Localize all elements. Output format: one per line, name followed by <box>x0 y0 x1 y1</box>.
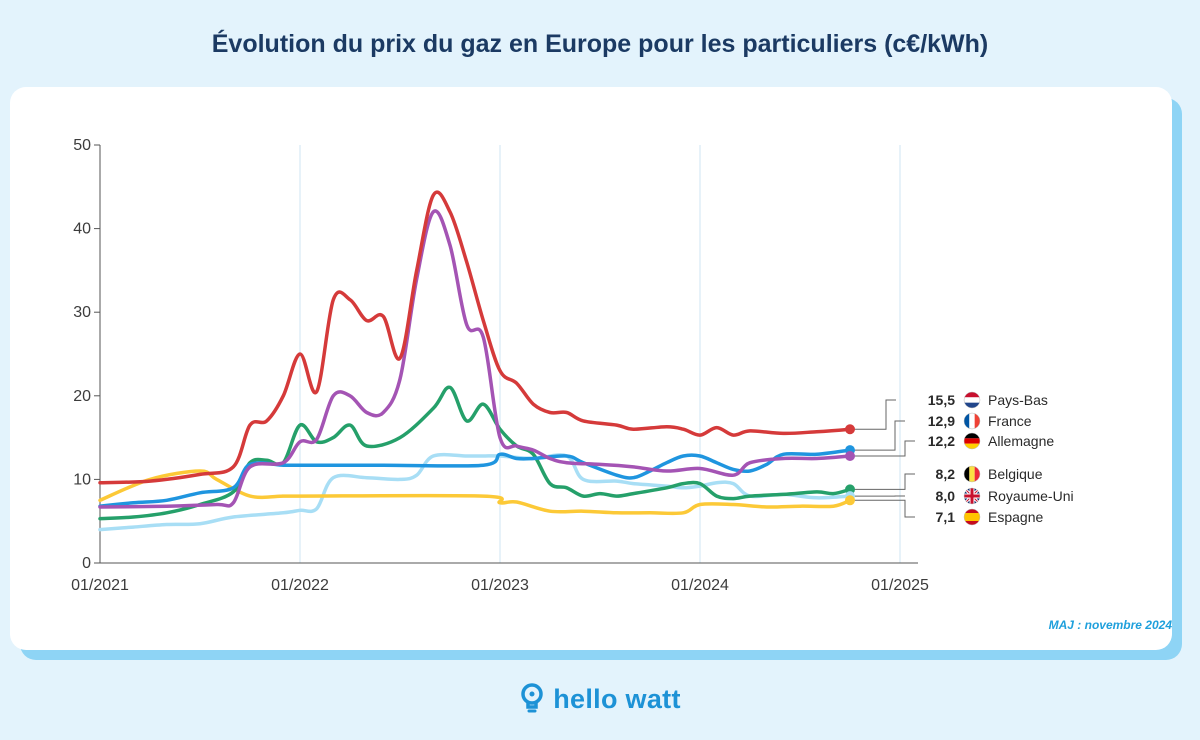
series-line-Espagne <box>98 469 852 516</box>
brand-name: hello watt <box>553 683 681 714</box>
legend-connector <box>850 420 905 451</box>
x-tick-label: 01/2023 <box>471 577 529 594</box>
x-tick-label: 01/2025 <box>871 577 929 594</box>
legend-value: 7,1 <box>936 509 956 525</box>
legend-label: France <box>988 413 1032 429</box>
series-line-Pays-Bas <box>98 190 852 485</box>
y-tick-label: 0 <box>82 555 91 572</box>
brand-logo[interactable]: hello watt <box>0 682 1200 716</box>
united-kingdom-flag-icon <box>963 487 981 505</box>
y-tick-label: 40 <box>73 221 91 238</box>
legend-value: 8,2 <box>936 466 956 482</box>
x-tick-label: 01/2021 <box>71 577 129 594</box>
legend-connector <box>850 473 915 490</box>
france-flag-icon <box>963 412 981 430</box>
x-tick-label: 01/2024 <box>671 577 729 594</box>
chart-title: Évolution du prix du gaz en Europe pour … <box>211 30 989 58</box>
legend-label: Allemagne <box>988 433 1054 449</box>
spain-flag-icon <box>963 508 981 526</box>
netherlands-flag-icon <box>963 391 981 409</box>
chart-card <box>10 87 1172 650</box>
belgium-flag-icon <box>963 465 981 483</box>
legend-label: Pays-Bas <box>988 392 1048 408</box>
legend-value: 15,5 <box>928 392 955 408</box>
y-tick-label: 50 <box>73 137 91 154</box>
y-tick-label: 20 <box>73 388 91 405</box>
series-endpoint-Pays-Bas <box>845 424 855 435</box>
legend-connector <box>850 399 896 430</box>
lightbulb-icon <box>521 683 543 713</box>
y-tick-label: 10 <box>73 471 91 488</box>
legend-value: 12,9 <box>928 413 955 429</box>
series-endpoint-Espagne <box>845 495 855 506</box>
legend-label: Espagne <box>988 509 1043 525</box>
legend-connector <box>850 499 915 518</box>
legend-connector <box>850 440 915 457</box>
legend-value: 8,0 <box>936 488 956 504</box>
legend-label: Belgique <box>988 466 1043 482</box>
series-line-Royaume-Uni <box>98 452 852 532</box>
legend-value: 12,2 <box>928 433 955 449</box>
series-line-Belgique <box>98 385 852 521</box>
germany-flag-icon <box>963 432 981 450</box>
update-note: MAJ : novembre 2024 <box>1048 618 1172 632</box>
series-endpoint-Allemagne <box>845 450 855 461</box>
y-tick-label: 30 <box>73 304 91 321</box>
legend-label: Royaume-Uni <box>988 488 1074 504</box>
series-line-Allemagne <box>98 209 852 509</box>
x-tick-label: 01/2022 <box>271 577 329 594</box>
